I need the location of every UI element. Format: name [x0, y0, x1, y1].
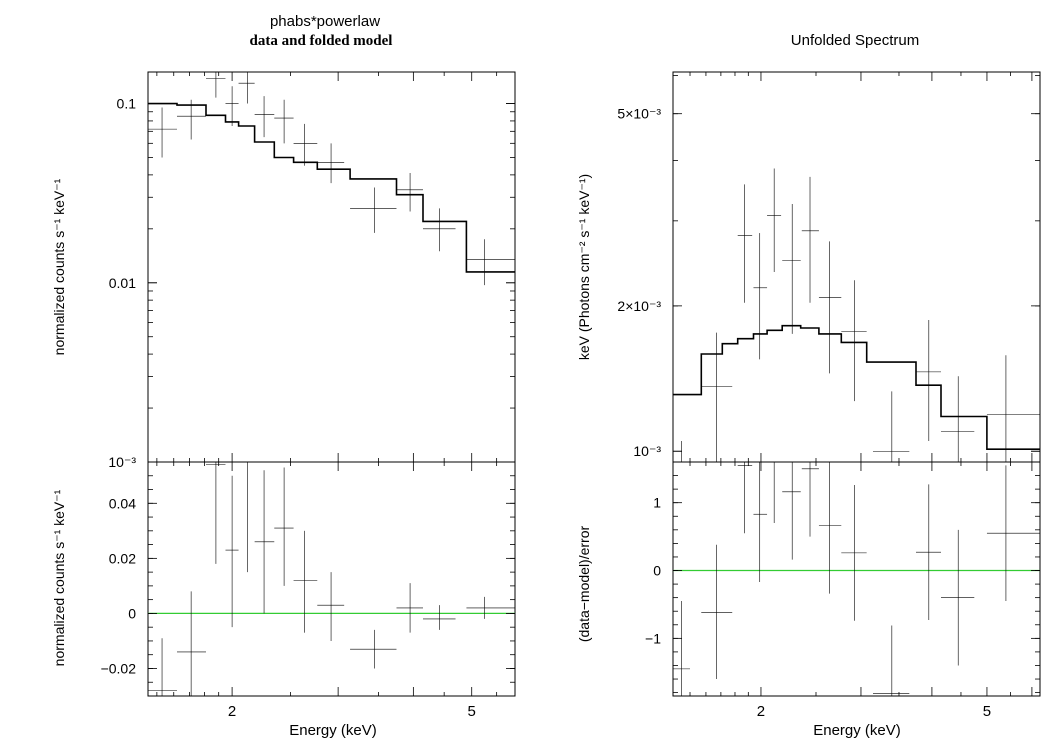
p2-ytick-label: −0.02	[101, 660, 137, 676]
p2-ytick-label: 0.02	[109, 550, 136, 566]
chart-subtitle: data and folded model	[250, 33, 393, 49]
p2-data-point	[293, 530, 318, 633]
p1-ytick-label: 10⁻³	[108, 454, 136, 470]
p1-data-point	[396, 172, 423, 212]
p4-data-point	[841, 485, 867, 621]
p3-data-point	[753, 233, 768, 360]
p1-ytick-label: 0.1	[117, 96, 137, 112]
p4-xtick-label: 2	[757, 703, 765, 720]
p3-frame	[672, 71, 1041, 463]
p3-data-point	[782, 204, 801, 334]
p3-ylabel: keV (Photons cm⁻² s⁻¹ keV⁻¹)	[576, 174, 592, 360]
p4-data-point	[782, 462, 801, 560]
p1-data-point	[254, 96, 275, 138]
p4-ytick-label: 1	[653, 495, 661, 511]
p2-data-point	[396, 583, 423, 633]
p1-ytick: 10⁻³	[108, 454, 515, 470]
p3-ytick: 10⁻³	[633, 443, 1040, 459]
p2-ytick: −0.02	[101, 660, 515, 676]
p1-ylabel: normalized counts s⁻¹ keV⁻¹	[51, 178, 67, 355]
p3-data-point	[818, 241, 842, 374]
p4-data-point	[818, 462, 842, 594]
p3-data-point	[872, 391, 910, 462]
p4-ytick-label: −1	[645, 630, 661, 646]
p1-ytick-label: 0.01	[109, 275, 136, 291]
p1-model-line	[148, 102, 515, 273]
p4-data-point	[801, 462, 819, 537]
p4-ytick: 1	[653, 495, 1040, 511]
p2-data-point	[422, 605, 456, 630]
p4-data-point	[701, 544, 733, 680]
p4-data-point	[773, 462, 775, 524]
p2-xtick-label: 5	[468, 703, 476, 720]
p2-data-point	[148, 638, 177, 696]
p3-ytick-label: 10⁻³	[633, 443, 661, 459]
p3-ytick-label: 2×10⁻³	[617, 298, 661, 314]
p4-xlabel: Energy (keV)	[813, 722, 901, 739]
p2-data-point	[274, 467, 294, 586]
p2-data-point	[176, 591, 206, 696]
p2-data-point	[317, 572, 345, 641]
p2-xtick-label: 2	[228, 703, 236, 720]
p3-data-point	[841, 280, 867, 402]
p2-frame	[147, 461, 516, 697]
p2-data-point	[350, 629, 397, 669]
p2-data-point	[238, 462, 255, 573]
p1-ytick: 0.01	[109, 275, 515, 291]
p2-ytick: 0.02	[109, 550, 515, 566]
p1-data-point	[293, 123, 318, 166]
p2-data-point	[225, 475, 239, 628]
p4-data-point	[986, 465, 1040, 602]
p2-layer: 0.04 0.02 0 −0.02 2 5	[101, 462, 515, 720]
p3-data-point	[737, 184, 753, 303]
p4-ylabel: (data−model)/error	[576, 525, 592, 642]
p1-data-point	[274, 99, 294, 144]
p4-data-point	[737, 462, 753, 534]
p1-data-point	[176, 99, 206, 140]
p2-xlabel: Energy (keV)	[289, 722, 377, 739]
p4-data-point	[915, 484, 941, 621]
p1-data-point	[350, 187, 397, 233]
p2-data-point	[466, 596, 515, 619]
p4-data-point	[673, 601, 691, 696]
p1-data-point	[238, 72, 255, 104]
p4-data-point	[753, 462, 768, 583]
p3-layer: 5×10⁻³ 2×10⁻³ 10⁻³	[617, 72, 1040, 462]
p3-data-point	[801, 176, 819, 303]
p2-ytick: 0.04	[109, 495, 515, 511]
p1-frame	[147, 71, 516, 463]
p4-layer: 1 0 −1 2 5	[645, 461, 1040, 720]
p1-layer: 0.1 0.01 10⁻³	[108, 72, 515, 470]
p3-data-point	[681, 441, 682, 462]
p3-data-point	[701, 332, 733, 462]
p2-ytick-label: 0	[128, 605, 136, 621]
p1-data-point	[225, 86, 239, 126]
p3-ytick: 2×10⁻³	[617, 298, 1040, 314]
p2-data-point	[205, 462, 226, 564]
p1-data-point	[317, 143, 345, 184]
p1-data-point	[148, 107, 177, 158]
p4-ytick: −1	[645, 630, 1040, 646]
p3-data-point	[986, 355, 1040, 462]
p4-ytick-label: 0	[653, 563, 661, 579]
p4-frame	[672, 461, 1041, 697]
p4-data-point	[872, 625, 910, 696]
p4-xtick-label: 5	[983, 703, 991, 720]
chart-title: phabs*powerlaw	[270, 13, 380, 30]
p3-ytick: 5×10⁻³	[617, 106, 1040, 122]
p2-ylabel: normalized counts s⁻¹ keV⁻¹	[51, 489, 67, 666]
p1-data-point	[422, 208, 456, 252]
p1-data-point	[466, 239, 515, 286]
p3-data-point	[767, 168, 782, 273]
p3-data-point	[915, 319, 941, 442]
p4-data-point	[940, 529, 975, 666]
unfolded-title: Unfolded Spectrum	[791, 32, 919, 49]
p3-data-point	[940, 376, 975, 462]
p2-ytick-label: 0.04	[109, 495, 136, 511]
p1-data-point	[205, 72, 226, 98]
p2-data-point	[254, 470, 275, 614]
p3-model-line	[673, 324, 1040, 450]
p3-ytick-label: 5×10⁻³	[617, 106, 661, 122]
